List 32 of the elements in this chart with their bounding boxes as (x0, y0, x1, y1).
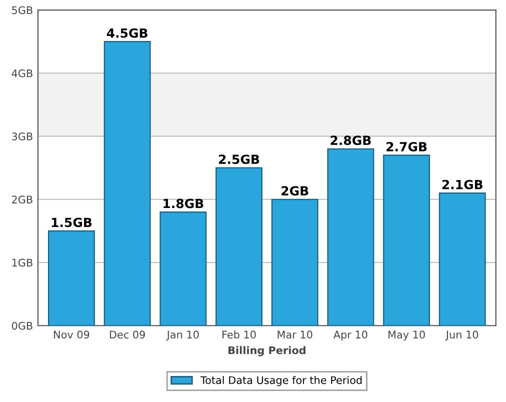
text: 2.7GB (386, 142, 427, 152)
text: 4.5GB (106, 28, 148, 38)
x-tick-label: Jan 10 (166, 330, 199, 340)
bar (271, 198, 318, 326)
legend-label: Total Data Usage for the Period (200, 376, 362, 386)
text: 1.8GB (164, 198, 204, 208)
x-tick-label: Jun 10 (445, 330, 478, 340)
text: 2.1GB (442, 180, 482, 190)
text: 2GB (282, 186, 308, 196)
bar (216, 167, 262, 326)
text: 2.8GB (330, 136, 371, 146)
x-tick-label: Feb 10 (222, 330, 256, 339)
y-tick-label: 3GB (12, 132, 32, 140)
y-tick-label: 4GB (12, 69, 32, 78)
bar (104, 41, 151, 326)
x-tick-label: Mar 10 (278, 330, 312, 339)
x-tick-label: Dec 09 (110, 330, 145, 339)
y-tick-label: 0GB (12, 322, 32, 330)
y-tick-label: 5GB (12, 6, 32, 14)
x-tick-label: Nov 09 (54, 330, 90, 339)
bar (383, 154, 430, 326)
y-tick-label: 2GB (12, 196, 32, 204)
bar (327, 148, 374, 326)
x-tick-label: Apr 10 (333, 330, 368, 341)
bar (438, 192, 486, 326)
bar (160, 211, 207, 326)
text: 2.5GB (219, 154, 260, 164)
y-tick-label: 1GB (12, 258, 32, 267)
x-axis-title: Billing Period (228, 346, 306, 356)
x-tick-label: May 10 (388, 330, 425, 341)
bar (48, 230, 95, 326)
text: 1.5GB (52, 218, 92, 228)
